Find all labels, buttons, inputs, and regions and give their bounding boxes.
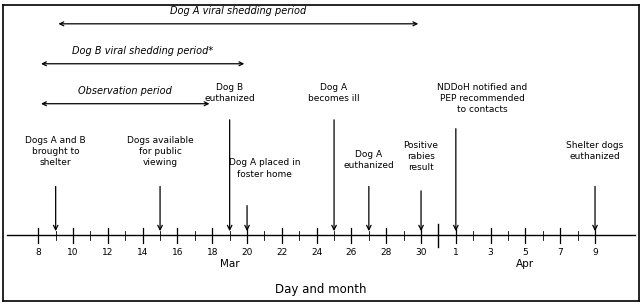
Text: Dogs available
for public
viewing: Dogs available for public viewing <box>126 136 193 168</box>
Text: 20: 20 <box>241 248 253 257</box>
Text: 5: 5 <box>523 248 528 257</box>
Text: Dog A
becomes ill: Dog A becomes ill <box>308 83 360 103</box>
Text: Dog A viral shedding period: Dog A viral shedding period <box>170 6 306 16</box>
Text: 14: 14 <box>137 248 148 257</box>
Text: 10: 10 <box>67 248 79 257</box>
Text: Dog B viral shedding period*: Dog B viral shedding period* <box>72 46 213 56</box>
Text: 8: 8 <box>35 248 41 257</box>
Text: 7: 7 <box>557 248 563 257</box>
Text: Apr: Apr <box>516 259 535 269</box>
Text: Mar: Mar <box>220 259 239 269</box>
Text: 12: 12 <box>102 248 114 257</box>
Text: Day and month: Day and month <box>275 283 367 296</box>
Text: 1: 1 <box>453 248 459 257</box>
Text: Dog B
euthanized: Dog B euthanized <box>204 83 255 103</box>
Text: 24: 24 <box>311 248 322 257</box>
Text: 22: 22 <box>276 248 288 257</box>
Text: Dog A
euthanized: Dog A euthanized <box>343 150 394 170</box>
Text: Dogs A and B
brought to
shelter: Dogs A and B brought to shelter <box>25 136 86 168</box>
Text: 26: 26 <box>346 248 357 257</box>
Text: 16: 16 <box>171 248 183 257</box>
Text: NDDoH notified and
PEP recommended
to contacts: NDDoH notified and PEP recommended to co… <box>437 83 527 114</box>
Text: 3: 3 <box>488 248 494 257</box>
Text: 18: 18 <box>207 248 218 257</box>
Text: 9: 9 <box>592 248 598 257</box>
Text: Shelter dogs
euthanized: Shelter dogs euthanized <box>566 141 623 161</box>
Text: Positive
rabies
result: Positive rabies result <box>404 141 438 172</box>
Text: Observation period: Observation period <box>78 86 172 96</box>
Text: Dog A placed in
foster home: Dog A placed in foster home <box>229 158 300 178</box>
Text: 30: 30 <box>415 248 427 257</box>
Text: 28: 28 <box>381 248 392 257</box>
